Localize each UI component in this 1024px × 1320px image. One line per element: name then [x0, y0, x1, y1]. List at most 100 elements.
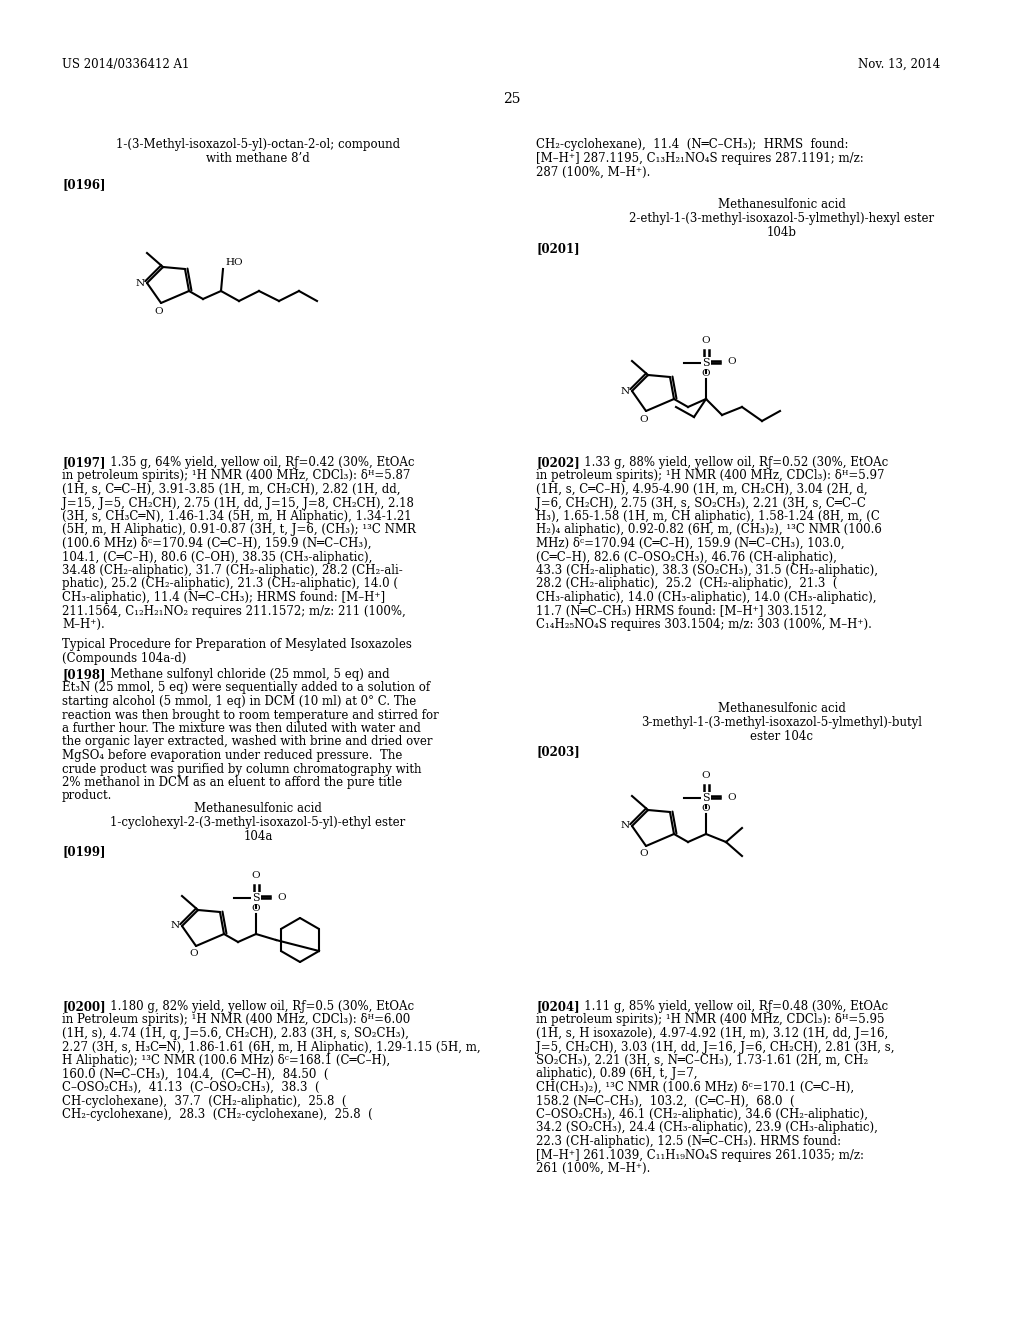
- Text: Et₃N (25 mmol, 5 eq) were sequentially added to a solution of: Et₃N (25 mmol, 5 eq) were sequentially a…: [62, 681, 430, 694]
- Text: Nov. 13, 2014: Nov. 13, 2014: [858, 58, 940, 71]
- Text: CH-cyclohexane),  37.7  (CH₂-aliphatic),  25.8  (: CH-cyclohexane), 37.7 (CH₂-aliphatic), 2…: [62, 1094, 346, 1107]
- Text: C–OSO₂CH₃),  41.13  (C–OSO₂CH₃),  38.3  (: C–OSO₂CH₃), 41.13 (C–OSO₂CH₃), 38.3 (: [62, 1081, 319, 1094]
- Text: Methanesulfonic acid: Methanesulfonic acid: [718, 702, 846, 715]
- Text: O: O: [727, 358, 735, 367]
- Text: 11.7 (N═C–CH₃) HRMS found: [M–H⁺] 303.1512,: 11.7 (N═C–CH₃) HRMS found: [M–H⁺] 303.15…: [536, 605, 826, 618]
- Text: O: O: [278, 892, 286, 902]
- Text: H₃), 1.65-1.58 (1H, m, CH aliphatic), 1.58-1.24 (8H, m, (C: H₃), 1.65-1.58 (1H, m, CH aliphatic), 1.…: [536, 510, 880, 523]
- Text: N: N: [135, 279, 144, 288]
- Text: (1H, s, C═C–H), 4.95-4.90 (1H, m, CH₂CH), 3.04 (2H, d,: (1H, s, C═C–H), 4.95-4.90 (1H, m, CH₂CH)…: [536, 483, 867, 496]
- Text: [0198]: [0198]: [62, 668, 105, 681]
- Text: in petroleum spirits); ¹H NMR (400 MHz, CDCl₃): δᴴ=5.95: in petroleum spirits); ¹H NMR (400 MHz, …: [536, 1014, 885, 1027]
- Text: in Petroleum spirits); ¹H NMR (400 MHz, CDCl₃): δᴴ=6.00: in Petroleum spirits); ¹H NMR (400 MHz, …: [62, 1014, 411, 1027]
- Text: crude product was purified by column chromatography with: crude product was purified by column chr…: [62, 763, 422, 776]
- Text: [0199]: [0199]: [62, 845, 105, 858]
- Text: O: O: [727, 792, 735, 801]
- Text: (5H, m, H Aliphatic), 0.91-0.87 (3H, t, J=6, (CH₃); ¹³C NMR: (5H, m, H Aliphatic), 0.91-0.87 (3H, t, …: [62, 524, 416, 536]
- Text: S: S: [252, 894, 260, 903]
- Text: CH₃-aliphatic), 14.0 (CH₃-aliphatic), 14.0 (CH₃-aliphatic),: CH₃-aliphatic), 14.0 (CH₃-aliphatic), 14…: [536, 591, 877, 605]
- Text: 1.33 g, 88% yield, yellow oil, Rƒ=0.52 (30%, EtOAc: 1.33 g, 88% yield, yellow oil, Rƒ=0.52 (…: [573, 455, 888, 469]
- Text: starting alcohol (5 mmol, 1 eq) in DCM (10 ml) at 0° C. The: starting alcohol (5 mmol, 1 eq) in DCM (…: [62, 696, 416, 708]
- Text: 1-(3-Methyl-isoxazol-5-yl)-octan-2-ol; compound: 1-(3-Methyl-isoxazol-5-yl)-octan-2-ol; c…: [116, 139, 400, 150]
- Text: O: O: [640, 850, 648, 858]
- Text: (C═C–H), 82.6 (C–OSO₂CH₃), 46.76 (CH-aliphatic),: (C═C–H), 82.6 (C–OSO₂CH₃), 46.76 (CH-ali…: [536, 550, 837, 564]
- Text: J=6, CH₂CH), 2.75 (3H, s, SO₂CH₃), 2.21 (3H, s, C═C–C: J=6, CH₂CH), 2.75 (3H, s, SO₂CH₃), 2.21 …: [536, 496, 866, 510]
- Text: 1.11 g, 85% yield, yellow oil, Rƒ=0.48 (30%, EtOAc: 1.11 g, 85% yield, yellow oil, Rƒ=0.48 (…: [573, 1001, 888, 1012]
- Text: 104a: 104a: [244, 830, 272, 843]
- Text: 28.2 (CH₂-aliphatic),  25.2  (CH₂-aliphatic),  21.3  (: 28.2 (CH₂-aliphatic), 25.2 (CH₂-aliphati…: [536, 578, 838, 590]
- Text: HO: HO: [225, 257, 243, 267]
- Text: O: O: [252, 904, 260, 913]
- Text: (Compounds 104a-d): (Compounds 104a-d): [62, 652, 186, 665]
- Text: ester 104c: ester 104c: [751, 730, 813, 743]
- Text: in petroleum spirits); ¹H NMR (400 MHz, CDCl₃): δᴴ=5.97: in petroleum spirits); ¹H NMR (400 MHz, …: [536, 470, 885, 483]
- Text: (1H, s, C═C–H), 3.91-3.85 (1H, m, CH₂CH), 2.82 (1H, dd,: (1H, s, C═C–H), 3.91-3.85 (1H, m, CH₂CH)…: [62, 483, 400, 496]
- Text: US 2014/0336412 A1: US 2014/0336412 A1: [62, 58, 189, 71]
- Text: (3H, s, CH₃C═N), 1.46-1.34 (5H, m, H Aliphatic), 1.34-1.21: (3H, s, CH₃C═N), 1.46-1.34 (5H, m, H Ali…: [62, 510, 412, 523]
- Text: a further hour. The mixture was then diluted with water and: a further hour. The mixture was then dil…: [62, 722, 421, 735]
- Text: 2-ethyl-1-(3-methyl-isoxazol-5-ylmethyl)-hexyl ester: 2-ethyl-1-(3-methyl-isoxazol-5-ylmethyl)…: [630, 213, 935, 224]
- Text: O: O: [701, 804, 711, 813]
- Text: 34.48 (CH₂-aliphatic), 31.7 (CH₂-aliphatic), 28.2 (CH₂-ali-: 34.48 (CH₂-aliphatic), 31.7 (CH₂-aliphat…: [62, 564, 402, 577]
- Text: O: O: [252, 871, 260, 880]
- Text: 104.1, (C═C–H), 80.6 (C–OH), 38.35 (CH₃-aliphatic),: 104.1, (C═C–H), 80.6 (C–OH), 38.35 (CH₃-…: [62, 550, 373, 564]
- Text: with methane 8’d: with methane 8’d: [206, 152, 310, 165]
- Text: S: S: [702, 358, 710, 368]
- Text: 3-methyl-1-(3-methyl-isoxazol-5-ylmethyl)-butyl: 3-methyl-1-(3-methyl-isoxazol-5-ylmethyl…: [641, 715, 923, 729]
- Text: CH₂-cyclohexane),  11.4  (N═C–CH₃);  HRMS  found:: CH₂-cyclohexane), 11.4 (N═C–CH₃); HRMS f…: [536, 139, 849, 150]
- Text: J=5, CH₂CH), 3.03 (1H, dd, J=16, J=6, CH₂CH), 2.81 (3H, s,: J=5, CH₂CH), 3.03 (1H, dd, J=16, J=6, CH…: [536, 1040, 895, 1053]
- Text: O: O: [701, 771, 711, 780]
- Text: O: O: [701, 337, 711, 345]
- Text: 104b: 104b: [767, 226, 797, 239]
- Text: CH₂-cyclohexane),  28.3  (CH₂-cyclohexane),  25.8  (: CH₂-cyclohexane), 28.3 (CH₂-cyclohexane)…: [62, 1107, 373, 1121]
- Text: [M–H⁺] 261.1039, C₁₁H₁₉NO₄S requires 261.1035; m/z:: [M–H⁺] 261.1039, C₁₁H₁₉NO₄S requires 261…: [536, 1148, 864, 1162]
- Text: M–H⁺).: M–H⁺).: [62, 618, 104, 631]
- Text: MgSO₄ before evaporation under reduced pressure.  The: MgSO₄ before evaporation under reduced p…: [62, 748, 402, 762]
- Text: 22.3 (CH-aliphatic), 12.5 (N═C–CH₃). HRMS found:: 22.3 (CH-aliphatic), 12.5 (N═C–CH₃). HRM…: [536, 1135, 841, 1148]
- Text: S: S: [702, 793, 710, 803]
- Text: O: O: [701, 370, 711, 378]
- Text: C–OSO₂CH₃), 46.1 (CH₂-aliphatic), 34.6 (CH₂-aliphatic),: C–OSO₂CH₃), 46.1 (CH₂-aliphatic), 34.6 (…: [536, 1107, 868, 1121]
- Text: Methanesulfonic acid: Methanesulfonic acid: [718, 198, 846, 211]
- Text: (100.6 MHz) δᶜ=170.94 (C═C–H), 159.9 (N═C–CH₃),: (100.6 MHz) δᶜ=170.94 (C═C–H), 159.9 (N═…: [62, 537, 372, 550]
- Text: H Aliphatic); ¹³C NMR (100.6 MHz) δᶜ=168.1 (C═C–H),: H Aliphatic); ¹³C NMR (100.6 MHz) δᶜ=168…: [62, 1053, 390, 1067]
- Text: 2.27 (3H, s, H₃C═N), 1.86-1.61 (6H, m, H Aliphatic), 1.29-1.15 (5H, m,: 2.27 (3H, s, H₃C═N), 1.86-1.61 (6H, m, H…: [62, 1040, 480, 1053]
- Text: [0197]: [0197]: [62, 455, 105, 469]
- Text: 1.180 g, 82% yield, yellow oil, Rƒ=0.5 (30%, EtOAc: 1.180 g, 82% yield, yellow oil, Rƒ=0.5 (…: [99, 1001, 414, 1012]
- Text: 43.3 (CH₂-aliphatic), 38.3 (SO₂CH₃), 31.5 (CH₂-aliphatic),: 43.3 (CH₂-aliphatic), 38.3 (SO₂CH₃), 31.…: [536, 564, 878, 577]
- Text: Typical Procedure for Preparation of Mesylated Isoxazoles: Typical Procedure for Preparation of Mes…: [62, 638, 412, 651]
- Text: MHz) δᶜ=170.94 (C═C–H), 159.9 (N═C–CH₃), 103.0,: MHz) δᶜ=170.94 (C═C–H), 159.9 (N═C–CH₃),…: [536, 537, 845, 550]
- Text: 25: 25: [503, 92, 521, 106]
- Text: O: O: [155, 306, 163, 315]
- Text: 287 (100%, M–H⁺).: 287 (100%, M–H⁺).: [536, 166, 650, 180]
- Text: O: O: [189, 949, 199, 958]
- Text: 2% methanol in DCM as an eluent to afford the pure title: 2% methanol in DCM as an eluent to affor…: [62, 776, 402, 789]
- Text: N: N: [621, 821, 630, 830]
- Text: aliphatic), 0.89 (6H, t, J=7,: aliphatic), 0.89 (6H, t, J=7,: [536, 1068, 697, 1081]
- Text: 1-cyclohexyl-2-(3-methyl-isoxazol-5-yl)-ethyl ester: 1-cyclohexyl-2-(3-methyl-isoxazol-5-yl)-…: [111, 816, 406, 829]
- Text: C₁₄H₂₅NO₄S requires 303.1504; m/z: 303 (100%, M–H⁺).: C₁₄H₂₅NO₄S requires 303.1504; m/z: 303 (…: [536, 618, 871, 631]
- Text: CH₃-aliphatic), 11.4 (N═C–CH₃); HRMS found: [M–H⁺]: CH₃-aliphatic), 11.4 (N═C–CH₃); HRMS fou…: [62, 591, 385, 605]
- Text: N: N: [621, 387, 630, 396]
- Text: 34.2 (SO₂CH₃), 24.4 (CH₃-aliphatic), 23.9 (CH₃-aliphatic),: 34.2 (SO₂CH₃), 24.4 (CH₃-aliphatic), 23.…: [536, 1122, 878, 1134]
- Text: product.: product.: [62, 789, 113, 803]
- Text: reaction was then brought to room temperature and stirred for: reaction was then brought to room temper…: [62, 709, 438, 722]
- Text: (1H, s, H isoxazole), 4.97-4.92 (1H, m), 3.12 (1H, dd, J=16,: (1H, s, H isoxazole), 4.97-4.92 (1H, m),…: [536, 1027, 888, 1040]
- Text: 1.35 g, 64% yield, yellow oil, Rƒ=0.42 (30%, EtOAc: 1.35 g, 64% yield, yellow oil, Rƒ=0.42 (…: [99, 455, 415, 469]
- Text: Methane sulfonyl chloride (25 mmol, 5 eq) and: Methane sulfonyl chloride (25 mmol, 5 eq…: [99, 668, 389, 681]
- Text: phatic), 25.2 (CH₂-aliphatic), 21.3 (CH₂-aliphatic), 14.0 (: phatic), 25.2 (CH₂-aliphatic), 21.3 (CH₂…: [62, 578, 398, 590]
- Text: CH(CH₃)₂), ¹³C NMR (100.6 MHz) δᶜ=170.1 (C═C–H),: CH(CH₃)₂), ¹³C NMR (100.6 MHz) δᶜ=170.1 …: [536, 1081, 854, 1094]
- Text: [0201]: [0201]: [536, 242, 580, 255]
- Text: [0200]: [0200]: [62, 1001, 105, 1012]
- Text: in petroleum spirits); ¹H NMR (400 MHz, CDCl₃): δᴴ=5.87: in petroleum spirits); ¹H NMR (400 MHz, …: [62, 470, 411, 483]
- Text: SO₂CH₃), 2.21 (3H, s, N═C–CH₃), 1.73-1.61 (2H, m, CH₂: SO₂CH₃), 2.21 (3H, s, N═C–CH₃), 1.73-1.6…: [536, 1053, 868, 1067]
- Text: 160.0 (N═C–CH₃),  104.4,  (C═C–H),  84.50  (: 160.0 (N═C–CH₃), 104.4, (C═C–H), 84.50 (: [62, 1068, 329, 1081]
- Text: 158.2 (N═C–CH₃),  103.2,  (C═C–H),  68.0  (: 158.2 (N═C–CH₃), 103.2, (C═C–H), 68.0 (: [536, 1094, 795, 1107]
- Text: [0202]: [0202]: [536, 455, 580, 469]
- Text: O: O: [640, 414, 648, 424]
- Text: N: N: [170, 921, 179, 931]
- Text: the organic layer extracted, washed with brine and dried over: the organic layer extracted, washed with…: [62, 735, 432, 748]
- Text: 261 (100%, M–H⁺).: 261 (100%, M–H⁺).: [536, 1162, 650, 1175]
- Text: [M–H⁺] 287.1195, C₁₃H₂₁NO₄S requires 287.1191; m/z:: [M–H⁺] 287.1195, C₁₃H₂₁NO₄S requires 287…: [536, 152, 864, 165]
- Text: Methanesulfonic acid: Methanesulfonic acid: [195, 803, 322, 814]
